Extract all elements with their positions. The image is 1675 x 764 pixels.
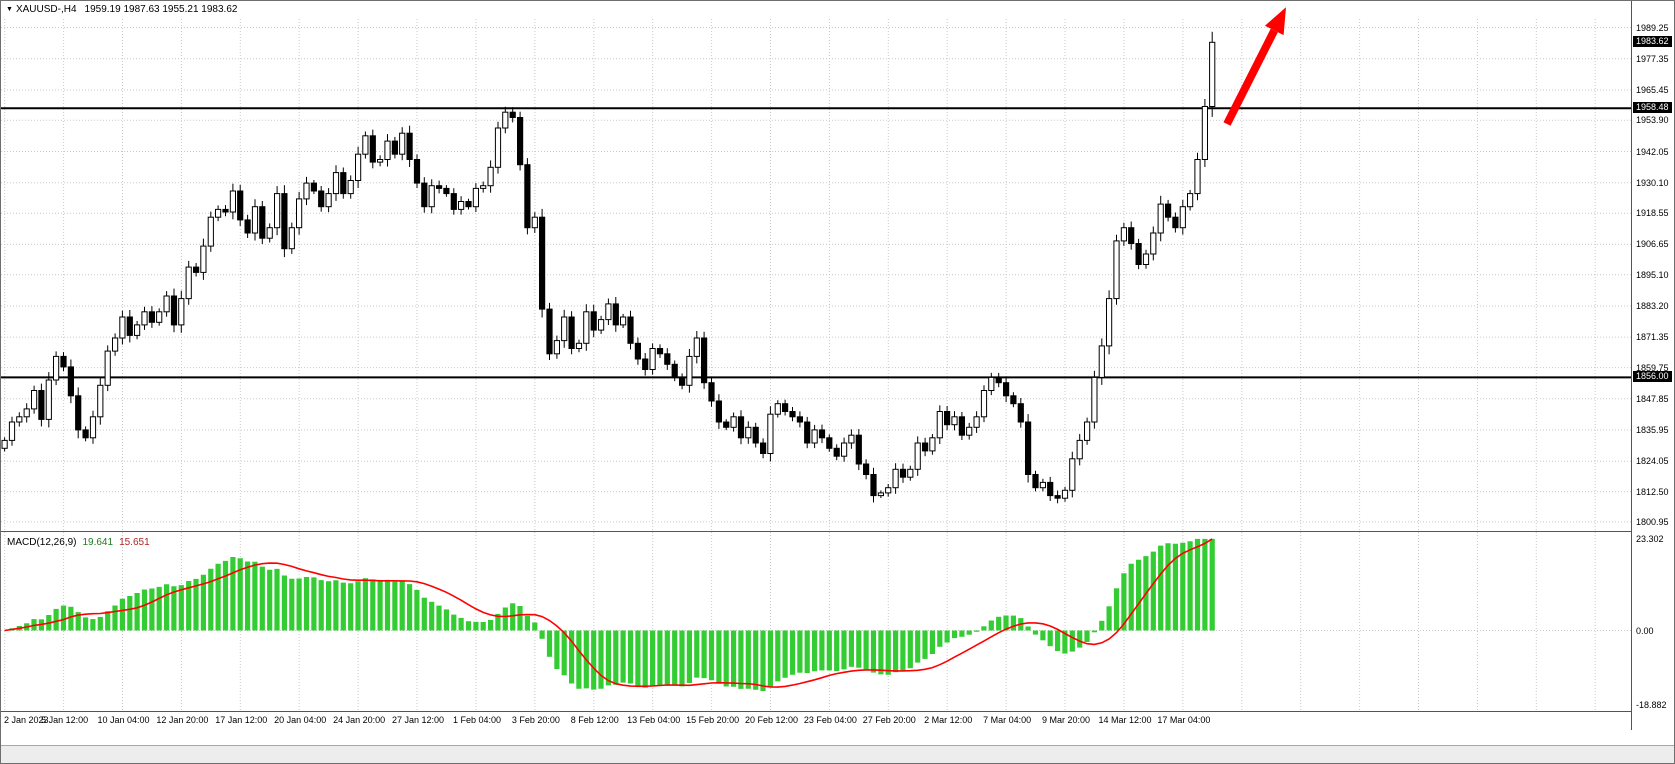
candlesticks [1,31,1216,504]
time-axis-label: 17 Jan 12:00 [215,715,268,725]
time-axis-label: 17 Mar 04:00 [1157,715,1211,725]
price-axis-label: 1965.45 [1636,85,1669,95]
time-axis-label: 15 Feb 20:00 [686,715,740,725]
price-axis-label: 1800.95 [1636,516,1669,527]
price-axis-label: 1930.10 [1636,177,1669,188]
macd-signal-value: 15.651 [119,537,150,548]
price-axis-label: 1835.95 [1636,425,1669,435]
time-axis-label: 23 Feb 04:00 [803,715,857,725]
trend-arrow-annotation[interactable] [1223,7,1286,126]
chart-title: ▼ XAUUSD-,H4 1959.19 1987.63 1955.21 1983.… [6,4,237,15]
macd-scale-label: -18.882 [1636,699,1667,710]
macd-main-value: 19.641 [82,537,114,548]
price-axis-label: 1953.90 [1636,115,1669,126]
time-axis[interactable]: 2 Jan 2023 5 Jan 12:00 10 Jan 04:00 12 Jan … [1,712,1631,730]
time-axis-label: 24 Jan 20:00 [333,715,386,725]
time-axis-label: 20 Jan 04:00 [274,715,327,725]
time-axis-label: 27 Feb 20:00 [862,715,916,725]
price-axis-border [1631,1,1632,730]
price-axis-label: 1895.10 [1636,269,1669,280]
time-axis-label: 9 Mar 20:00 [1041,715,1091,725]
pane-separator[interactable] [1,531,1674,532]
macd-scale-label: 23.302 [1636,533,1664,544]
symbol-period-label: XAUUSD-,H4 [15,4,77,15]
price-axis-label: 1883.20 [1636,301,1669,311]
time-axis-label: 1 Feb 04:00 [452,715,502,725]
price-axis[interactable]: 1989.25 1977.35 1965.45 1953.90 1942.05 1930.… [1632,1,1674,731]
macd-plot [4,538,1215,691]
time-axis-label: 10 Jan 04:00 [97,715,150,725]
macd-indicator-label: MACD(12,26,9) 19.641 15.651 [7,537,150,548]
time-axis-label: 13 Feb 04:00 [627,715,681,725]
price-axis-label: 1989.25 [1636,22,1669,33]
ohlc-values: 1959.19 1987.63 1955.21 1983.62 [84,4,238,15]
bottom-strip [1,745,1674,763]
time-axis-label: 7 Mar 04:00 [983,715,1032,725]
price-axis-label: 1859.75 [1636,362,1669,373]
price-axis-label: 1847.85 [1636,393,1669,404]
time-axis-label: 3 Feb 20:00 [511,715,560,725]
macd-name: MACD(12,26,9) [7,537,77,548]
time-axis-label: 27 Jan 12:00 [391,715,445,725]
price-axis-label: 1942.05 [1636,146,1669,157]
time-axis-label: 14 Mar 12:00 [1098,715,1152,725]
time-axis-label: 12 Jan 20:00 [156,715,209,725]
time-axis-label: 5 Jan 12:00 [41,715,89,725]
price-axis-label: 1812.50 [1636,486,1669,497]
current-price-price-tag: 1983.62 [1633,36,1672,48]
price-axis-label: 1871.35 [1636,332,1669,343]
time-axis-label: 20 Feb 12:00 [744,715,799,725]
price-axis-label: 1906.65 [1636,239,1669,250]
macd-scale-label: 0.00 [1636,625,1654,636]
level-lines[interactable] [1,107,1631,379]
time-axis-label: 2 Jan 2023 [4,715,49,725]
lower-level-price-tag: 1856.00 [1633,371,1672,383]
time-axis-label: 2 Mar 12:00 [924,715,973,725]
time-axis-label: 8 Feb 12:00 [570,715,619,725]
upper-level-price-tag: 1958.48 [1633,102,1672,114]
time-axis-separator [1,711,1674,712]
price-axis-label: 1977.35 [1636,53,1669,64]
price-axis-label: 1824.05 [1636,456,1669,467]
price-axis-label: 1918.55 [1636,208,1669,219]
symbol-marker-icon: ▼ [6,6,13,13]
